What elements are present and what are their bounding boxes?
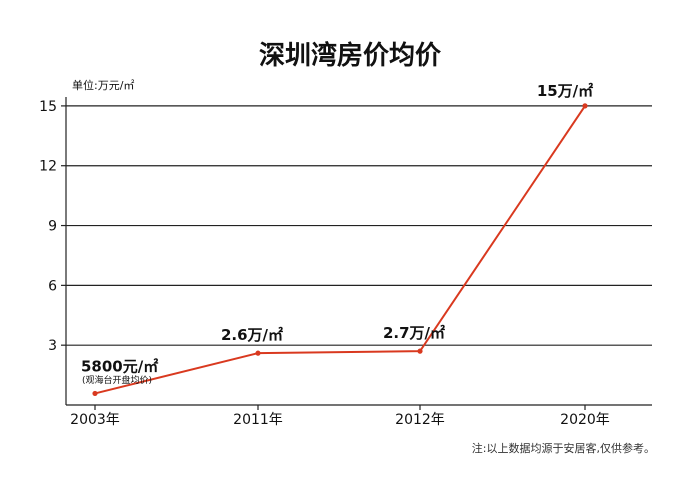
x-tick-label: 2020年 (560, 412, 610, 428)
unit-label: 单位:万元/㎡ (72, 78, 134, 92)
data-label: 5800元/㎡ (81, 357, 158, 375)
y-tick-label: 6 (48, 278, 57, 294)
y-tick-label: 12 (39, 159, 57, 175)
x-ticks (94, 405, 586, 410)
data-points (92, 103, 588, 397)
data-label: 2.7万/㎡ (383, 324, 445, 342)
grid-lines (61, 105, 652, 346)
y-tick-label: 3 (48, 338, 57, 354)
y-tick-labels: 3 6 9 12 15 (39, 99, 57, 354)
data-label: 2.6万/㎡ (221, 326, 283, 344)
chart-title: 深圳湾房价均价 (259, 40, 442, 71)
data-point (255, 350, 261, 356)
x-tick-labels: 2003年 2011年 2012年 2020年 (70, 412, 610, 428)
series-line (94, 105, 586, 395)
data-labels: 5800元/㎡ 2.6万/㎡ 2.7万/㎡ 15万/㎡ (81, 82, 593, 376)
data-label: 15万/㎡ (537, 82, 593, 100)
y-tick-label: 15 (39, 99, 57, 115)
data-point (417, 348, 423, 354)
footnote: 注:以上数据均源于安居客,仅供参考。 (472, 441, 655, 455)
x-tick-label: 2012年 (395, 412, 445, 428)
data-point (92, 390, 98, 397)
y-tick-label: 9 (48, 219, 57, 235)
x-tick-label: 2003年 (70, 412, 120, 428)
x-tick-label: 2011年 (233, 412, 283, 428)
data-point (582, 103, 588, 109)
annotation: (观海台开盘均价) (82, 374, 152, 386)
